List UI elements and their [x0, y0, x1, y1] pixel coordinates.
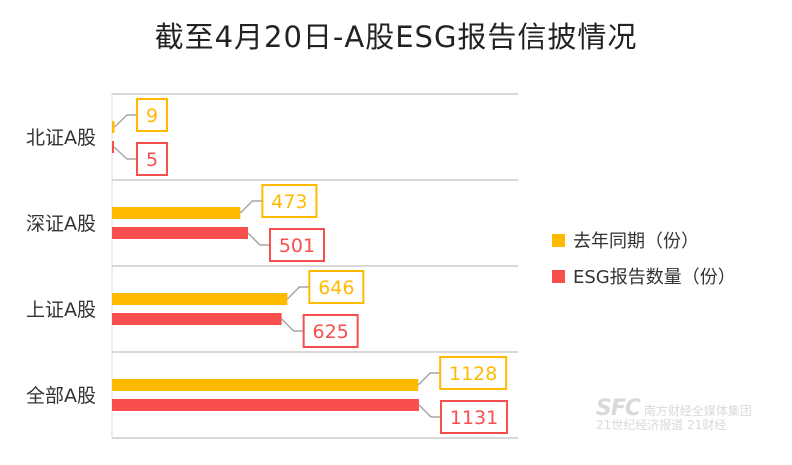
bars	[112, 121, 419, 411]
value-label-current-0: 5	[146, 149, 158, 171]
bar-prior-0	[112, 121, 115, 133]
bar-current-1	[112, 227, 248, 239]
leader-line-prior-1	[239, 200, 263, 214]
leader-line-current-1	[247, 232, 270, 246]
legend-item-current: ESG报告数量（份）	[552, 258, 736, 294]
bar-prior-2	[112, 293, 288, 305]
legend-label-current: ESG报告数量（份）	[573, 267, 736, 288]
legend-item-prior: 去年同期（份）	[552, 222, 736, 258]
callout-box-current-2	[302, 314, 359, 348]
callout-box-current-1	[268, 228, 325, 262]
category-label-3: 全部A股	[26, 385, 96, 407]
legend-label-prior: 去年同期（份）	[573, 231, 699, 252]
callout-box-prior-1	[261, 184, 318, 218]
watermark-logo: SFC	[596, 396, 641, 421]
chart-title: 截至4月20日-A股ESG报告信披情况	[154, 20, 638, 54]
callout-box-prior-0	[136, 98, 168, 132]
value-label-prior-1: 473	[271, 191, 307, 213]
leader-line-current-3	[418, 404, 441, 418]
watermark-line1: 南方财经全媒体集团	[643, 404, 752, 418]
legend: 去年同期（份） ESG报告数量（份）	[552, 222, 736, 294]
callout-box-prior-3	[439, 356, 508, 390]
leader-line-prior-2	[286, 286, 310, 300]
callout-box-current-0	[136, 142, 168, 176]
legend-swatch-current	[552, 269, 565, 283]
bar-current-3	[112, 399, 419, 411]
watermark-line2: 21世纪经济报道 21财经	[596, 418, 727, 432]
value-label-current-1: 501	[279, 235, 315, 257]
bar-prior-1	[112, 207, 241, 219]
bar-prior-3	[112, 379, 419, 391]
category-label-1: 深证A股	[26, 213, 96, 235]
bar-current-2	[112, 313, 282, 325]
value-label-prior-3: 1128	[449, 363, 497, 385]
leader-line-prior-3	[417, 372, 441, 386]
leader-line-current-0	[113, 146, 137, 160]
bar-current-0	[112, 141, 114, 153]
labels: 北证A股 9 5 深证A股 473 501 上证A股 646 625 全部A股 1128 1131	[26, 98, 508, 434]
callout-box-current-3	[440, 400, 508, 434]
legend-swatch-prior	[552, 233, 565, 247]
value-label-current-3: 1131	[450, 407, 498, 429]
value-label-prior-0: 9	[146, 105, 158, 127]
leader-line-current-2	[281, 318, 304, 332]
category-label-0: 北证A股	[26, 127, 96, 149]
watermark: SFC 南方财经全媒体集团 21世纪经济报道 21财经	[596, 398, 752, 433]
value-label-current-2: 625	[313, 321, 349, 343]
value-label-prior-2: 646	[318, 277, 354, 299]
leader-line-prior-0	[113, 114, 137, 128]
callout-box-prior-2	[308, 270, 365, 304]
category-label-2: 上证A股	[26, 299, 96, 321]
